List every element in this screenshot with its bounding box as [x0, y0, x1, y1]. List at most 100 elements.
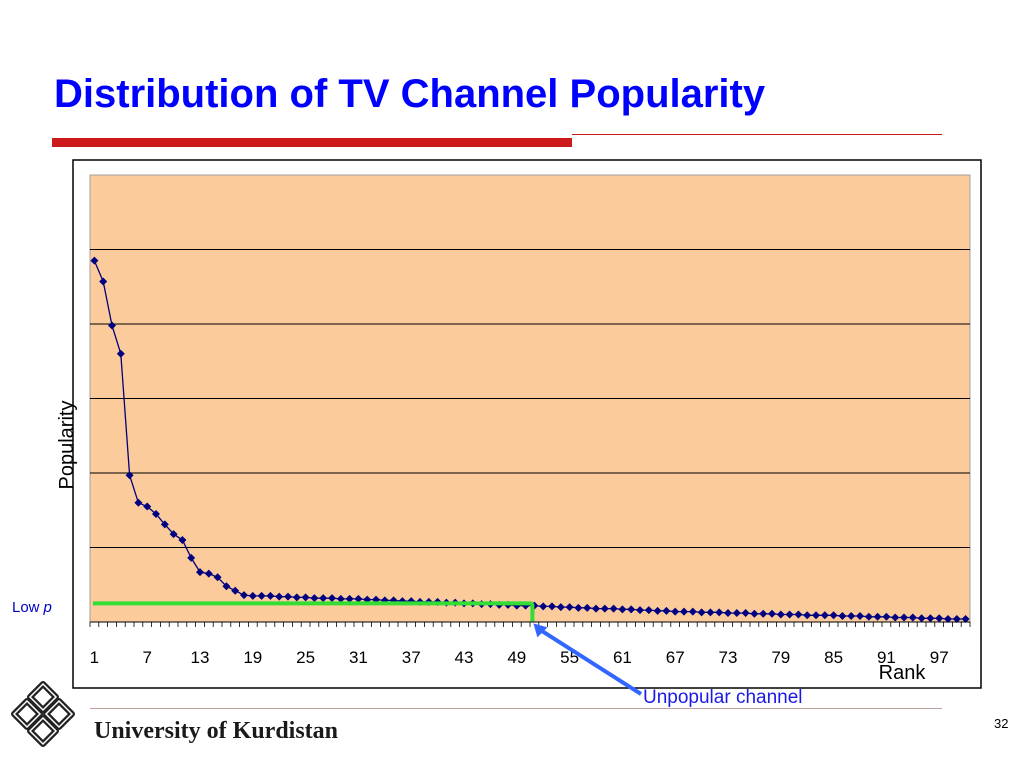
data-point-66 — [662, 606, 671, 615]
data-point-88 — [856, 612, 864, 621]
x-tick-label-25: 25 — [296, 648, 315, 667]
data-point-79 — [776, 610, 785, 619]
data-point-83 — [812, 611, 820, 620]
series-line — [93, 260, 966, 620]
data-point-90 — [873, 612, 882, 621]
data-point-64 — [644, 606, 653, 615]
x-tick-label-37: 37 — [402, 648, 421, 667]
x-tick-label-49: 49 — [507, 648, 526, 667]
data-point-18 — [240, 591, 248, 600]
low-p-threshold — [93, 601, 535, 622]
data-point-11 — [178, 536, 187, 545]
x-tick-label-31: 31 — [349, 648, 368, 667]
data-point-91 — [882, 612, 891, 621]
x-tick-label-61: 61 — [613, 648, 632, 667]
x-axis-ticks — [89, 622, 971, 627]
data-point-96 — [926, 614, 935, 623]
page-number: 32 — [994, 716, 1009, 731]
x-tick-label-1: 1 — [90, 648, 99, 667]
data-point-9 — [160, 520, 169, 529]
data-point-29 — [336, 594, 345, 603]
data-point-8 — [152, 509, 160, 518]
data-point-86 — [838, 612, 847, 621]
data-point-19 — [248, 591, 257, 600]
arrow-head — [533, 623, 548, 638]
data-point-58 — [592, 604, 600, 613]
data-point-31 — [354, 594, 363, 603]
data-point-57 — [583, 603, 592, 612]
low-p-annotation: Low p — [12, 599, 52, 616]
data-point-92 — [891, 613, 900, 622]
data-point-30 — [345, 594, 354, 603]
data-point-89 — [864, 612, 873, 621]
title-underline-thin — [572, 134, 942, 135]
data-point-95 — [917, 614, 926, 623]
data-point-81 — [794, 610, 803, 619]
data-point-28 — [328, 594, 336, 603]
x-tick-label-91: 91 — [877, 648, 896, 667]
data-point-21 — [266, 591, 275, 600]
data-point-94 — [908, 613, 917, 622]
data-point-55 — [565, 603, 574, 612]
data-point-73 — [724, 609, 732, 618]
data-point-17 — [231, 586, 240, 595]
data-point-7 — [143, 502, 152, 511]
data-point-6 — [134, 498, 143, 507]
data-point-60 — [609, 604, 618, 613]
data-point-74 — [732, 609, 741, 618]
data-point-1 — [90, 256, 99, 265]
slide-title: Distribution of TV Channel Popularity — [54, 72, 766, 116]
data-point-52 — [539, 602, 548, 611]
data-point-54 — [556, 603, 565, 612]
data-point-87 — [847, 612, 856, 621]
data-point-27 — [319, 594, 328, 603]
data-point-69 — [688, 607, 697, 616]
x-tick-label-19: 19 — [243, 648, 262, 667]
data-point-2 — [99, 277, 108, 286]
data-point-14 — [204, 569, 213, 578]
x-tick-label-97: 97 — [930, 648, 949, 667]
data-point-70 — [697, 608, 706, 617]
data-point-75 — [741, 609, 750, 618]
data-point-85 — [829, 611, 838, 620]
x-tick-label-79: 79 — [771, 648, 790, 667]
data-point-77 — [759, 609, 768, 618]
x-tick-label-85: 85 — [824, 648, 843, 667]
data-point-3 — [108, 321, 116, 330]
data-point-68 — [680, 607, 688, 616]
x-tick-label-13: 13 — [191, 648, 210, 667]
data-point-63 — [636, 606, 644, 615]
data-point-84 — [820, 611, 829, 620]
data-point-56 — [574, 603, 583, 612]
data-point-93 — [900, 613, 908, 622]
data-point-59 — [600, 604, 609, 613]
data-point-78 — [768, 609, 776, 618]
university-name: University of Kurdistan — [94, 718, 339, 744]
data-point-82 — [803, 611, 812, 620]
data-point-26 — [310, 594, 319, 603]
data-point-53 — [548, 602, 556, 611]
data-point-72 — [715, 608, 724, 617]
data-point-20 — [257, 591, 266, 600]
university-knot-logo-icon — [11, 681, 75, 747]
data-point-12 — [187, 553, 196, 562]
data-point-76 — [750, 609, 759, 618]
data-point-97 — [935, 614, 944, 623]
data-point-16 — [222, 582, 231, 591]
y-axis-label: Popularity — [56, 401, 78, 490]
x-tick-label-43: 43 — [455, 648, 474, 667]
data-point-67 — [671, 607, 680, 616]
data-point-5 — [125, 471, 134, 480]
data-point-80 — [785, 610, 794, 619]
p-symbol: p — [43, 599, 52, 616]
title-underline-thick — [52, 138, 572, 147]
unpopular-channel-annotation: Unpopular channel — [643, 687, 803, 708]
data-point-71 — [706, 608, 715, 617]
data-point-61 — [618, 605, 627, 614]
footer-divider — [90, 708, 942, 709]
data-point-4 — [116, 349, 125, 358]
x-tick-label-67: 67 — [666, 648, 685, 667]
data-point-98 — [944, 615, 952, 624]
data-point-24 — [292, 593, 301, 602]
